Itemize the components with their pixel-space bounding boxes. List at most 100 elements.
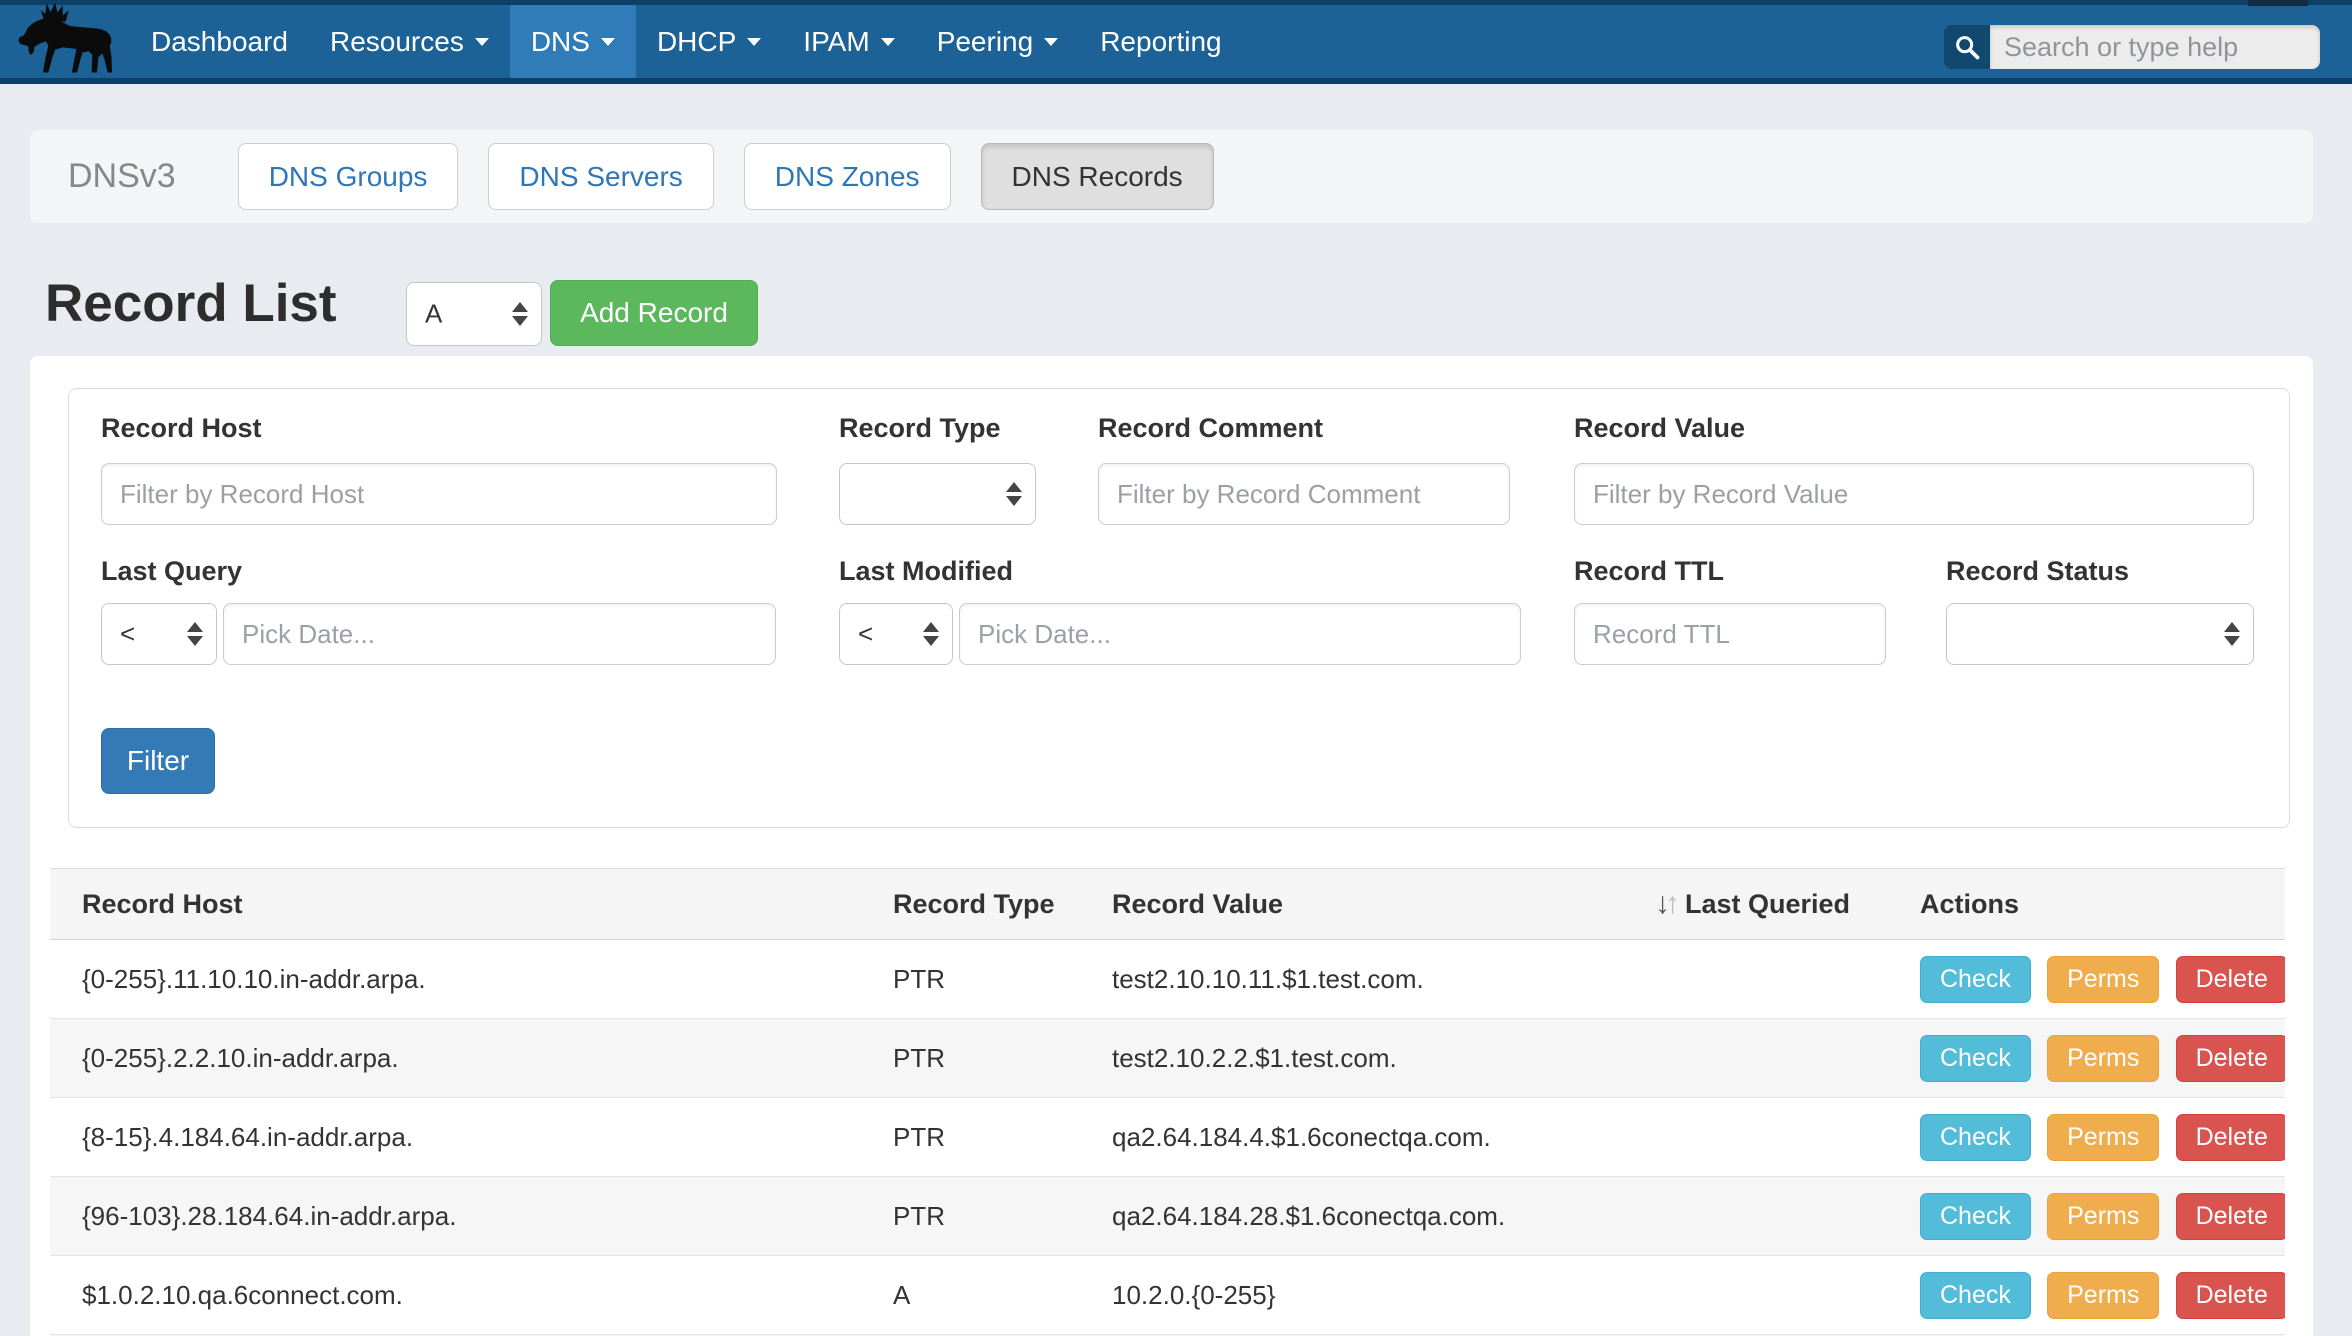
record-type-selected-value: A — [425, 299, 442, 330]
dnsv3-tabs: DNS Groups DNS Servers DNS Zones DNS Rec… — [238, 143, 1214, 210]
record-status-select[interactable] — [1946, 603, 2254, 665]
filter-record-ttl-label: Record TTL — [1574, 556, 1724, 587]
add-record-button[interactable]: Add Record — [550, 280, 758, 346]
filter-record-value-input[interactable] — [1574, 463, 2254, 525]
search-input[interactable] — [1990, 25, 2320, 69]
caret-down-icon — [601, 38, 615, 46]
tab-dns-servers[interactable]: DNS Servers — [488, 143, 713, 210]
nav-item-peering[interactable]: Peering — [916, 5, 1080, 78]
select-arrows-icon — [1006, 482, 1022, 506]
record-ttl-input[interactable] — [1574, 603, 1886, 665]
record-type-cell: PTR — [880, 1043, 1099, 1074]
filter-record-type-select[interactable] — [839, 463, 1036, 525]
filter-panel: Record Host Record Type Record Comment R… — [68, 388, 2290, 828]
filter-record-comment-label: Record Comment — [1098, 413, 1323, 444]
perms-button[interactable]: Perms — [2047, 1272, 2159, 1319]
delete-button[interactable]: Delete — [2176, 956, 2285, 1003]
top-navbar: Dashboard Resources DNS DHCP IPAM Peerin… — [0, 0, 2352, 84]
record-host-cell: {8-15}.4.184.64.in-addr.arpa. — [50, 1122, 880, 1153]
record-type-cell: PTR — [880, 1201, 1099, 1232]
header-last-queried: Last Queried — [1685, 889, 1850, 920]
select-arrows-icon — [187, 622, 203, 646]
header-record-value: Record Value — [1099, 889, 1642, 920]
check-button[interactable]: Check — [1920, 1114, 2031, 1161]
table-row: {0-255}.11.10.10.in-addr.arpa. PTR test2… — [50, 940, 2285, 1019]
check-button[interactable]: Check — [1920, 956, 2031, 1003]
check-button[interactable]: Check — [1920, 1272, 2031, 1319]
record-host-cell: {96-103}.28.184.64.in-addr.arpa. — [50, 1201, 880, 1232]
nav-item-dns[interactable]: DNS — [510, 5, 636, 78]
table-row: {96-103}.28.184.64.in-addr.arpa. PTR qa2… — [50, 1177, 2285, 1256]
record-host-cell: {0-255}.11.10.10.in-addr.arpa. — [50, 964, 880, 995]
brand-logo[interactable] — [0, 5, 130, 79]
filter-last-modified-label: Last Modified — [839, 556, 1013, 587]
records-table: Record Host Record Type Record Value ↓↑ … — [50, 868, 2285, 1336]
global-search — [1944, 25, 2320, 69]
record-value-cell: test2.10.2.2.$1.test.com. — [1099, 1043, 1642, 1074]
dns-records-page: Dashboard Resources DNS DHCP IPAM Peerin… — [0, 0, 2352, 1336]
record-host-cell: {0-255}.2.2.10.in-addr.arpa. — [50, 1043, 880, 1074]
tab-dns-zones[interactable]: DNS Zones — [744, 143, 951, 210]
record-type-cell: PTR — [880, 964, 1099, 995]
perms-button[interactable]: Perms — [2047, 956, 2159, 1003]
record-type-cell: PTR — [880, 1122, 1099, 1153]
table-row: {0-255}.2.2.10.in-addr.arpa. PTR test2.1… — [50, 1019, 2285, 1098]
nav-item-dashboard[interactable]: Dashboard — [130, 5, 309, 78]
last-modified-date-input[interactable] — [959, 603, 1521, 665]
caret-down-icon — [881, 38, 895, 46]
record-host-cell: $1.0.2.10.qa.6connect.com. — [50, 1280, 880, 1311]
delete-button[interactable]: Delete — [2176, 1272, 2285, 1319]
nav-item-reporting[interactable]: Reporting — [1079, 5, 1242, 78]
caret-down-icon — [747, 38, 761, 46]
perms-button[interactable]: Perms — [2047, 1193, 2159, 1240]
caret-down-icon — [475, 38, 489, 46]
header-record-host: Record Host — [50, 889, 880, 920]
filter-record-status-label: Record Status — [1946, 556, 2129, 587]
main-nav: Dashboard Resources DNS DHCP IPAM Peerin… — [130, 5, 1243, 78]
record-value-cell: 10.2.0.{0-255} — [1099, 1280, 1642, 1311]
last-modified-comparator-select[interactable]: < — [839, 603, 953, 665]
filter-record-comment-input[interactable] — [1098, 463, 1510, 525]
header-actions: Actions — [1907, 889, 2285, 920]
filter-record-host-input[interactable] — [101, 463, 777, 525]
caret-down-icon — [1044, 38, 1058, 46]
search-icon[interactable] — [1944, 25, 1990, 69]
dnsv3-title: DNSv3 — [68, 157, 176, 196]
dnsv3-toolbar: DNSv3 DNS Groups DNS Servers DNS Zones D… — [30, 130, 2313, 223]
nav-item-dhcp[interactable]: DHCP — [636, 5, 782, 78]
record-value-cell: test2.10.10.11.$1.test.com. — [1099, 964, 1642, 995]
filter-last-query-label: Last Query — [101, 556, 242, 587]
check-button[interactable]: Check — [1920, 1193, 2031, 1240]
header-last-queried-sort[interactable]: ↓↑ Last Queried — [1655, 887, 1850, 921]
header-record-type: Record Type — [880, 889, 1099, 920]
filter-record-type-label: Record Type — [839, 413, 1001, 444]
perms-button[interactable]: Perms — [2047, 1035, 2159, 1082]
nav-item-ipam[interactable]: IPAM — [782, 5, 915, 78]
nav-item-resources[interactable]: Resources — [309, 5, 510, 78]
filter-record-value-label: Record Value — [1574, 413, 1745, 444]
filter-record-host-label: Record Host — [101, 413, 262, 444]
select-arrows-icon — [512, 302, 528, 326]
table-row: $1.0.2.10.qa.6connect.com. A 10.2.0.{0-2… — [50, 1256, 2285, 1335]
delete-button[interactable]: Delete — [2176, 1035, 2285, 1082]
tab-dns-records[interactable]: DNS Records — [981, 143, 1214, 210]
perms-button[interactable]: Perms — [2047, 1114, 2159, 1161]
select-arrows-icon — [2224, 622, 2240, 646]
table-header-row: Record Host Record Type Record Value ↓↑ … — [50, 868, 2285, 940]
page-title: Record List — [45, 276, 337, 332]
record-value-cell: qa2.64.184.4.$1.6conectqa.com. — [1099, 1122, 1642, 1153]
record-type-cell: A — [880, 1280, 1099, 1311]
top-right-chip — [2248, 0, 2308, 6]
select-arrows-icon — [923, 622, 939, 646]
delete-button[interactable]: Delete — [2176, 1193, 2285, 1240]
tab-dns-groups[interactable]: DNS Groups — [238, 143, 459, 210]
delete-button[interactable]: Delete — [2176, 1114, 2285, 1161]
filter-button[interactable]: Filter — [101, 728, 215, 794]
moose-icon — [15, 1, 115, 82]
record-type-select[interactable]: A — [406, 282, 542, 346]
content-panel: Record Host Record Type Record Comment R… — [30, 356, 2313, 1336]
check-button[interactable]: Check — [1920, 1035, 2031, 1082]
record-value-cell: qa2.64.184.28.$1.6conectqa.com. — [1099, 1201, 1642, 1232]
last-query-comparator-select[interactable]: < — [101, 603, 217, 665]
last-query-date-input[interactable] — [223, 603, 776, 665]
